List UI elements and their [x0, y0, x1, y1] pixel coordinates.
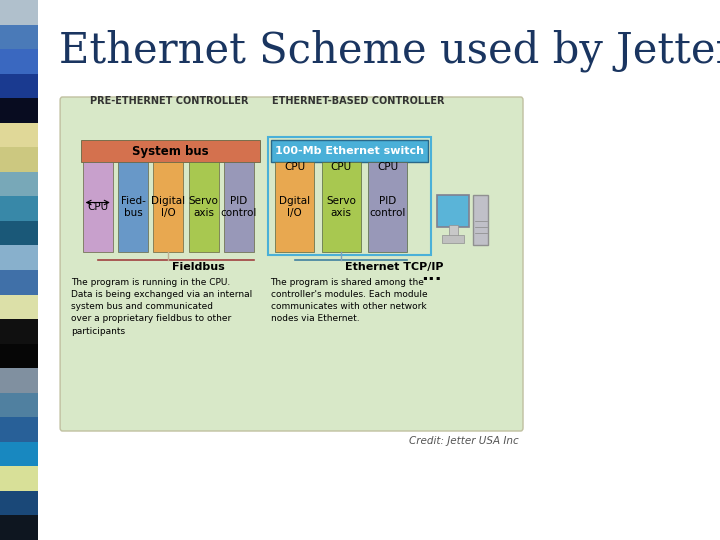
Bar: [474, 195, 488, 245]
Bar: [368, 162, 408, 252]
FancyBboxPatch shape: [60, 97, 523, 431]
Bar: [81, 140, 260, 162]
Bar: [0, 73, 37, 98]
Bar: [0, 246, 37, 270]
Bar: [0, 270, 37, 294]
Bar: [0, 294, 37, 319]
Text: Dgital
I/O: Dgital I/O: [279, 196, 310, 218]
Bar: [118, 162, 148, 252]
Bar: [449, 225, 458, 237]
Bar: [83, 162, 113, 252]
Bar: [0, 197, 37, 221]
Text: ETHERNET-BASED CONTROLLER: ETHERNET-BASED CONTROLLER: [272, 96, 444, 106]
Text: Credit: Jetter USA Inc: Credit: Jetter USA Inc: [409, 436, 518, 446]
Bar: [0, 0, 37, 24]
Text: 100-Mb Ethernet switch: 100-Mb Ethernet switch: [275, 146, 424, 156]
Bar: [0, 417, 37, 442]
Text: PRE-ETHERNET CONTROLLER: PRE-ETHERNET CONTROLLER: [90, 96, 248, 106]
Text: Fied-
bus: Fied- bus: [120, 196, 145, 218]
Bar: [269, 137, 431, 255]
Bar: [0, 172, 37, 197]
Text: Ethernet Scheme used by Jetter: Ethernet Scheme used by Jetter: [58, 30, 720, 72]
Text: PID
control: PID control: [221, 196, 257, 218]
Text: The program is shared among the
controller's modules. Each module
communicates w: The program is shared among the controll…: [271, 278, 427, 323]
Bar: [0, 98, 37, 123]
Bar: [0, 319, 37, 343]
Bar: [224, 162, 254, 252]
Text: Digital
I/O: Digital I/O: [151, 196, 185, 218]
Bar: [0, 393, 37, 417]
Bar: [0, 221, 37, 246]
Bar: [442, 235, 464, 243]
Text: PID
control: PID control: [369, 196, 406, 218]
Bar: [437, 195, 469, 227]
Text: Servo
axis: Servo axis: [326, 196, 356, 218]
Bar: [0, 368, 37, 393]
Bar: [322, 162, 361, 252]
Bar: [0, 442, 37, 467]
Bar: [0, 516, 37, 540]
Bar: [189, 162, 219, 252]
Text: CPU: CPU: [87, 202, 108, 212]
Bar: [0, 123, 37, 147]
Bar: [0, 147, 37, 172]
Bar: [0, 343, 37, 368]
Text: CPU: CPU: [330, 162, 352, 172]
Text: System bus: System bus: [132, 145, 209, 158]
Text: Ethernet TCP/IP: Ethernet TCP/IP: [345, 262, 444, 272]
Bar: [0, 49, 37, 73]
Bar: [275, 162, 314, 252]
Bar: [0, 24, 37, 49]
Text: ...: ...: [420, 266, 441, 284]
Text: CPU: CPU: [284, 162, 305, 172]
Text: Fieldbus: Fieldbus: [172, 262, 225, 272]
Bar: [0, 491, 37, 516]
Text: The program is running in the CPU.
Data is being exchanged via an internal
syste: The program is running in the CPU. Data …: [71, 278, 253, 335]
Text: Servo
axis: Servo axis: [189, 196, 219, 218]
Text: CPU: CPU: [377, 162, 398, 172]
Bar: [271, 140, 428, 162]
Bar: [0, 467, 37, 491]
Bar: [153, 162, 184, 252]
